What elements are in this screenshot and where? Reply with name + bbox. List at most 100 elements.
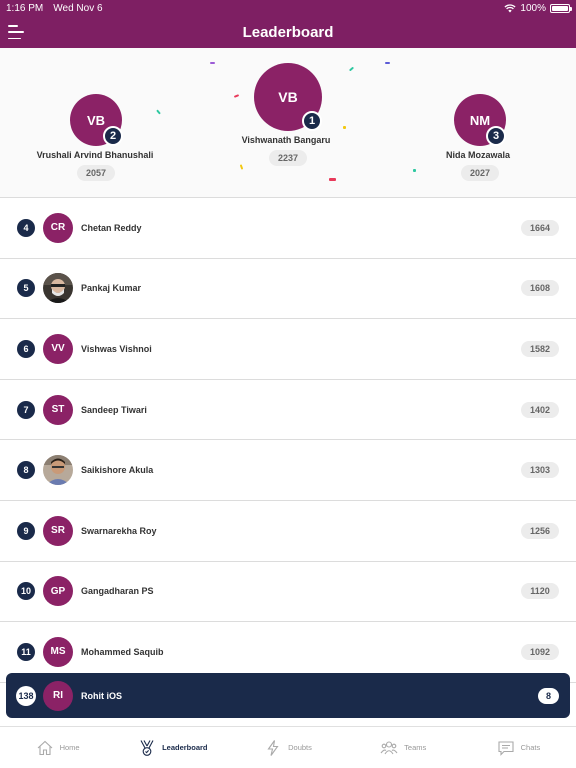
status-right: 100% — [504, 2, 572, 14]
navbar: Leaderboard — [0, 16, 576, 48]
current-user-avatar: RI — [43, 680, 73, 711]
rank-badge: 11 — [17, 642, 35, 661]
podium-third-score: 2027 — [461, 165, 499, 181]
podium-third-name: Nida Mozawala — [445, 150, 510, 160]
rank-number: 3 — [492, 130, 500, 142]
rank-badge: 10 — [17, 582, 35, 601]
rank-badge: 9 — [17, 521, 35, 540]
podium-second-name: Vrushali Arvind Bhanushali — [36, 150, 154, 160]
avatar-initials: VB — [86, 112, 106, 128]
confetti — [343, 126, 346, 129]
current-user-card[interactable]: 138 RI Rohit iOS 8 — [6, 673, 570, 718]
menu-icon[interactable] — [8, 23, 26, 41]
rank-badge: 5 — [17, 279, 35, 298]
confetti — [239, 164, 244, 170]
podium-second-score: 2057 — [77, 165, 115, 181]
score-pill: 1303 — [521, 462, 559, 479]
avatar-initials: VB — [278, 89, 298, 105]
podium-second-rank-badge: 2 — [103, 126, 123, 146]
rank-badge: 6 — [17, 339, 35, 358]
wifi-icon — [504, 3, 516, 12]
chat-icon — [498, 740, 514, 756]
score-pill: 1608 — [521, 280, 559, 297]
list-item[interactable]: 5 Pankaj Kumar 1608 — [0, 259, 576, 320]
rank-badge: 7 — [17, 400, 35, 419]
tab-leaderboard[interactable]: Leaderboard — [115, 727, 230, 768]
list-item[interactable]: 8 Saikishore Akula 1303 — [0, 440, 576, 501]
rank-number: 2 — [109, 130, 117, 142]
podium-first-rank-badge: 1 — [302, 111, 322, 131]
avatar: VV — [43, 333, 73, 364]
current-user-rank: 138 — [16, 685, 36, 706]
bolt-icon — [267, 739, 279, 756]
tab-teams[interactable]: Teams — [346, 727, 461, 768]
tab-label: Doubts — [288, 743, 312, 752]
current-user-name: Rohit iOS — [81, 690, 122, 701]
list-item[interactable]: 4 CR Chetan Reddy 1664 — [0, 198, 576, 259]
avatar-photo — [43, 273, 73, 304]
avatar: SR — [43, 515, 73, 546]
status-bar: 1:16 PM Wed Nov 6 100% — [0, 0, 576, 16]
confetti — [348, 66, 355, 72]
avatar-initials: CR — [50, 222, 66, 234]
page-title: Leaderboard — [242, 23, 334, 41]
user-name: Vishwas Vishnoi — [81, 343, 152, 354]
avatar-initials: NM — [469, 112, 491, 128]
battery-percent: 100% — [520, 2, 546, 14]
tab-chats[interactable]: Chats — [461, 727, 576, 768]
list-item[interactable]: 10 GP Gangadharan PS 1120 — [0, 562, 576, 623]
rank-number: 1 — [308, 115, 316, 127]
podium-third-rank-badge: 3 — [486, 126, 506, 146]
score-pill: 1256 — [521, 522, 559, 539]
user-name: Pankaj Kumar — [81, 283, 142, 294]
podium-first-name: Vishwanath Bangaru — [241, 135, 331, 145]
avatar: CR — [43, 212, 73, 243]
user-name: Mohammed Saquib — [81, 646, 164, 657]
confetti — [233, 94, 240, 98]
avatar-initials: SR — [51, 525, 65, 537]
confetti — [385, 62, 390, 64]
score-pill: 1120 — [521, 583, 559, 600]
status-time: 1:16 PM — [6, 2, 44, 14]
user-name: Saikishore Akula — [81, 465, 154, 476]
home-icon — [37, 740, 52, 755]
avatar-initials: GP — [50, 585, 66, 597]
people-icon — [380, 740, 398, 754]
person-photo-icon — [43, 455, 73, 486]
trophy-icon — [140, 739, 154, 756]
confetti — [156, 109, 161, 115]
score-pill: 1582 — [521, 340, 559, 357]
avatar: ST — [43, 394, 73, 425]
rank-badge: 4 — [17, 218, 35, 237]
avatar-initials: MS — [50, 646, 66, 658]
list-item[interactable]: 6 VV Vishwas Vishnoi 1582 — [0, 319, 576, 380]
list-item[interactable]: 9 SR Swarnarekha Roy 1256 — [0, 501, 576, 562]
status-date: Wed Nov 6 — [53, 2, 103, 14]
podium-second-avatar[interactable]: VB — [70, 94, 122, 146]
user-name: Swarnarekha Roy — [81, 525, 157, 536]
podium-first-score: 2237 — [269, 150, 307, 166]
user-name: Gangadharan PS — [81, 586, 154, 597]
user-name: Sandeep Tiwari — [81, 404, 147, 415]
tab-home[interactable]: Home — [0, 727, 115, 768]
rank-badge: 8 — [17, 461, 35, 480]
avatar-initials: ST — [51, 404, 65, 416]
tab-doubts[interactable]: Doubts — [230, 727, 345, 768]
score-pill: 1402 — [521, 401, 559, 418]
score-pill: 1092 — [521, 643, 559, 660]
avatar-initials: VV — [51, 343, 65, 355]
confetti — [413, 169, 416, 172]
podium: VB 2 Vrushali Arvind Bhanushali 2057 VB … — [0, 48, 576, 198]
list-item[interactable]: 7 ST Sandeep Tiwari 1402 — [0, 380, 576, 441]
user-name: Chetan Reddy — [81, 222, 142, 233]
tab-label: Teams — [404, 743, 427, 752]
avatar: MS — [43, 636, 73, 667]
avatar: GP — [43, 576, 73, 607]
confetti — [210, 62, 215, 64]
tab-label: Home — [59, 743, 80, 752]
person-photo-icon — [43, 273, 73, 304]
current-user-score: 8 — [538, 687, 559, 704]
avatar-initials: RI — [53, 690, 63, 701]
leaderboard-list: 4 CR Chetan Reddy 1664 5 Pankaj Kumar 16… — [0, 198, 576, 683]
avatar-photo — [43, 455, 73, 486]
